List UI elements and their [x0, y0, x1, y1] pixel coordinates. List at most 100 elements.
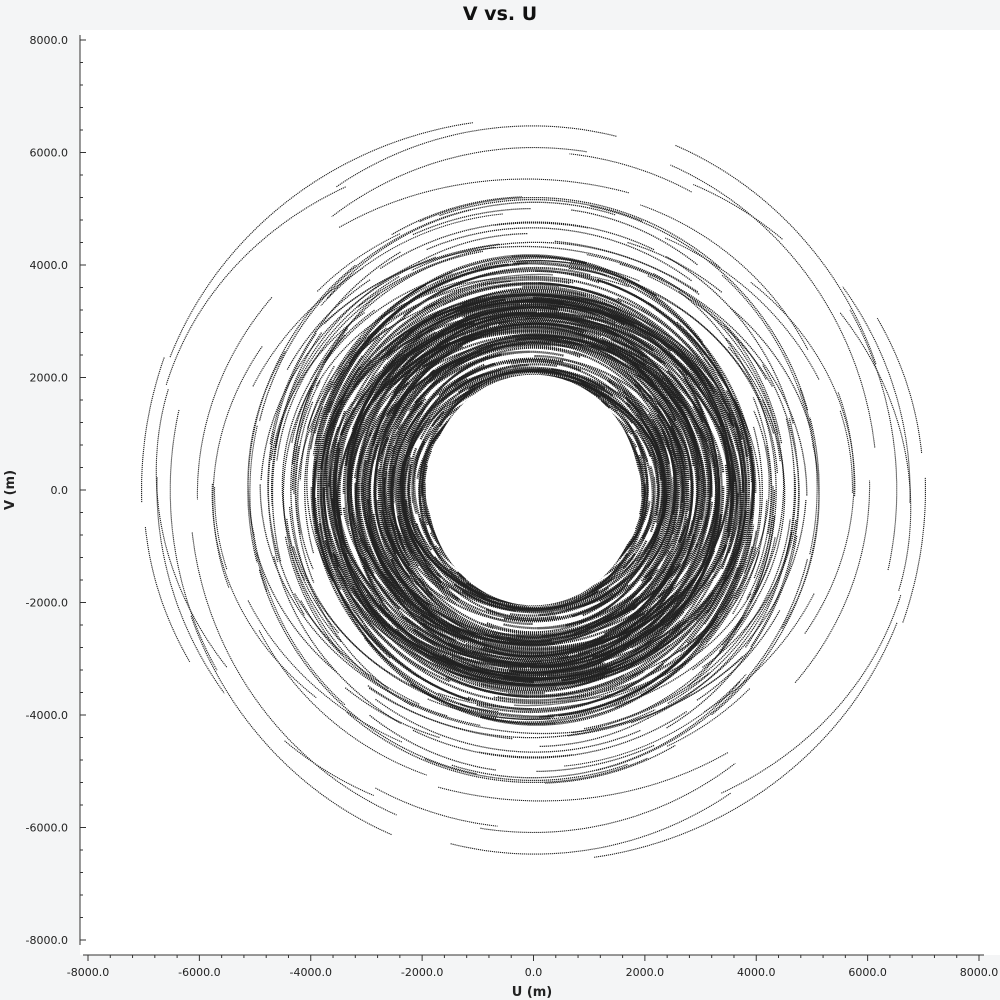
uv-track — [839, 312, 912, 591]
uv-track — [413, 441, 433, 543]
uv-track — [324, 263, 607, 363]
uv-track — [359, 304, 505, 465]
uv-track — [678, 368, 742, 579]
uv-track — [692, 400, 786, 671]
uv-track — [310, 246, 495, 381]
uv-track — [394, 353, 502, 567]
uv-track — [563, 402, 694, 633]
uv-track — [349, 417, 374, 582]
uv-track — [902, 477, 926, 623]
uv-track — [480, 762, 736, 834]
x-tick-label: 0.0 — [525, 966, 543, 979]
uv-track — [328, 284, 426, 392]
uv-track — [369, 532, 598, 662]
uv-track — [292, 293, 380, 465]
uv-track — [647, 302, 748, 644]
uv-track — [359, 309, 585, 461]
uv-track — [658, 501, 714, 598]
uv-track — [393, 412, 432, 567]
uv-track — [411, 241, 700, 295]
uv-track — [428, 343, 671, 404]
uv-track — [752, 397, 773, 534]
uv-track — [876, 317, 923, 453]
uv-track — [313, 243, 499, 334]
uv-track — [403, 586, 674, 666]
uv-track — [354, 439, 390, 583]
uv-track — [625, 401, 667, 504]
uv-track — [393, 314, 664, 394]
uv-track — [666, 688, 751, 747]
uv-track — [293, 328, 349, 494]
uv-track — [618, 490, 711, 627]
uv-track — [604, 374, 704, 624]
uv-track — [252, 532, 346, 706]
uv-track — [721, 594, 902, 794]
uv-track — [551, 368, 660, 532]
uv-track — [515, 336, 678, 392]
uv-track — [530, 618, 667, 669]
uv-track — [334, 331, 436, 517]
uv-track — [609, 423, 645, 530]
x-tick-label: -8000.0 — [67, 966, 109, 979]
uv-track — [536, 744, 655, 773]
uv-track — [281, 309, 375, 580]
uv-track — [310, 487, 554, 719]
y-tick-label: -4000.0 — [26, 709, 68, 722]
uv-track — [401, 431, 442, 584]
uv-track — [300, 600, 448, 717]
uv-track — [258, 208, 472, 422]
uv-track — [688, 524, 755, 650]
uv-track — [389, 588, 552, 644]
uv-track — [335, 125, 617, 188]
uv-track — [267, 332, 317, 562]
uv-track — [410, 661, 686, 721]
uv-track — [375, 698, 641, 753]
uv-track — [750, 281, 856, 497]
uv-track — [572, 599, 757, 734]
uv-track — [640, 204, 809, 350]
uv-track — [597, 278, 704, 356]
uv-track — [190, 615, 392, 836]
uv-track — [438, 752, 729, 802]
uv-track — [464, 525, 687, 658]
uv-track — [397, 418, 451, 590]
uv-track — [356, 353, 449, 490]
uv-track — [718, 486, 774, 652]
uv-track — [403, 655, 744, 735]
uv-track — [270, 312, 365, 461]
uv-track — [325, 401, 389, 612]
uv-track — [386, 340, 690, 417]
uv-track — [513, 261, 757, 493]
uv-track — [657, 463, 755, 650]
uv-track — [703, 592, 815, 713]
uv-track — [635, 413, 674, 568]
uv-track — [642, 336, 734, 638]
uv-track — [658, 399, 693, 511]
uv-track — [632, 361, 704, 544]
uv-track — [353, 382, 409, 479]
uv-track — [642, 378, 686, 520]
y-tick-label: -2000.0 — [26, 597, 68, 610]
uv-track — [165, 186, 346, 386]
uv-track — [631, 500, 807, 724]
uv-track — [427, 698, 551, 720]
uv-track — [696, 609, 781, 701]
uv-track — [436, 572, 627, 612]
uv-track — [652, 272, 779, 434]
uv-track — [664, 237, 820, 380]
uv-track — [508, 598, 674, 672]
x-tick-label: -2000.0 — [401, 966, 443, 979]
uv-track — [315, 277, 574, 388]
uv-track — [799, 388, 818, 555]
uv-track — [504, 333, 681, 450]
uv-track — [503, 476, 676, 623]
y-tick-label: 4000.0 — [30, 259, 69, 272]
uv-track — [509, 306, 721, 500]
uv-track — [368, 444, 533, 644]
uv-track — [360, 404, 394, 533]
uv-track — [156, 477, 225, 694]
uv-track — [418, 232, 528, 263]
uv-track — [569, 263, 775, 434]
